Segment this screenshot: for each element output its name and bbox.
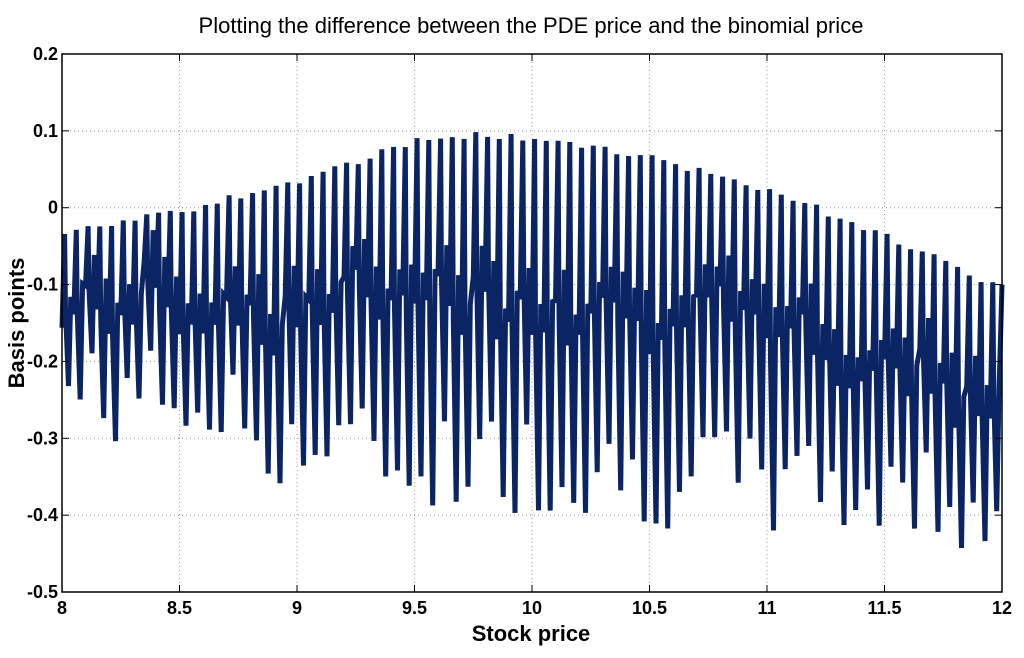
x-tick-label: 11.5 — [867, 598, 901, 618]
x-tick-label: 10 — [522, 598, 542, 618]
y-tick-label: 0 — [48, 198, 58, 218]
series-layer — [59, 132, 1005, 548]
x-tick-label: 11 — [757, 598, 776, 618]
y-tick-label: -0.1 — [27, 275, 58, 295]
x-tick-label: 12 — [992, 598, 1012, 618]
y-tick-label: 0.2 — [33, 44, 58, 64]
y-tick-label: -0.2 — [27, 351, 58, 371]
y-axis: -0.5 -0.4 -0.3 -0.2 -0.1 0 0.1 0.2 — [27, 44, 1002, 602]
x-tick-label: 10.5 — [632, 598, 667, 618]
y-tick-label: -0.5 — [27, 582, 58, 602]
x-axis: 8 8.5 9 9.5 10 10.5 11 11.5 12 — [57, 54, 1012, 618]
x-tick-label: 8 — [57, 598, 67, 618]
x-tick-label: 9.5 — [402, 598, 427, 618]
x-axis-label: Stock price — [472, 621, 591, 646]
y-tick-label: -0.3 — [27, 428, 58, 448]
y-tick-label: 0.1 — [33, 121, 58, 141]
series-line — [59, 132, 1005, 548]
chart-title: Plotting the difference between the PDE … — [199, 13, 864, 38]
y-tick-label: -0.4 — [27, 505, 58, 525]
y-axis-label: Basis points — [4, 258, 29, 389]
x-tick-label: 9 — [292, 598, 302, 618]
x-tick-label: 8.5 — [167, 598, 192, 618]
